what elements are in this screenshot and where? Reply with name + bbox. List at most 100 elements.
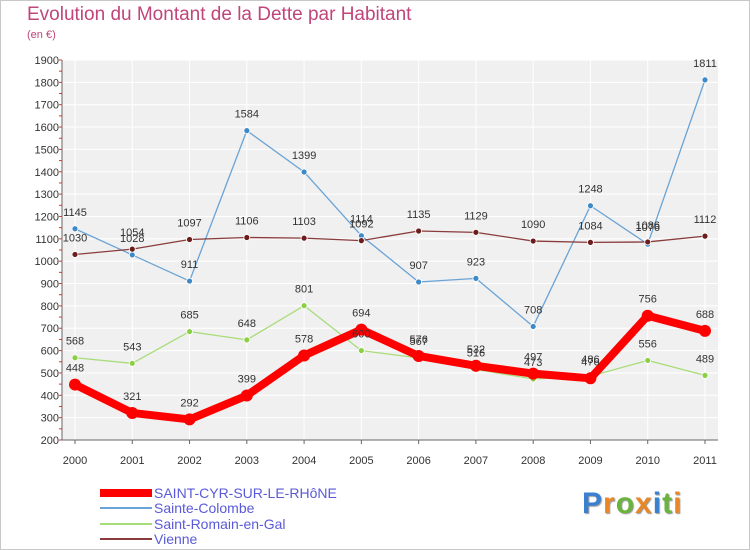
data-label: 1030 xyxy=(63,232,87,244)
y-tick-label: 1100 xyxy=(35,234,59,246)
data-label: 448 xyxy=(66,363,84,375)
data-point xyxy=(701,232,709,240)
chart-subtitle: (en €) xyxy=(27,29,56,41)
data-label: 1399 xyxy=(292,150,316,162)
data-label: 532 xyxy=(467,344,485,356)
data-label: 292 xyxy=(180,397,198,409)
data-point xyxy=(415,227,423,235)
y-tick-label: 1000 xyxy=(35,256,59,268)
data-label: 567 xyxy=(409,336,427,348)
series-line xyxy=(74,230,706,256)
x-tick-label: 2008 xyxy=(521,455,545,467)
data-label: 568 xyxy=(66,336,84,348)
series-line xyxy=(74,79,706,328)
x-tick-label: 2005 xyxy=(349,455,373,467)
x-tick-label: 2002 xyxy=(177,455,201,467)
data-point xyxy=(128,245,136,253)
data-point xyxy=(71,225,79,233)
data-point xyxy=(300,302,308,310)
data-point xyxy=(699,324,711,337)
logo-letter: P xyxy=(582,487,604,520)
data-label: 1129 xyxy=(464,210,488,222)
data-label: 1584 xyxy=(235,109,259,121)
data-point xyxy=(701,76,709,84)
y-tick-label: 500 xyxy=(41,368,59,380)
proxiti-logo: Proxiti xyxy=(582,487,682,521)
data-label: 1145 xyxy=(63,207,87,219)
legend-label: SAINT-CYR-SUR-LE-RHôNE xyxy=(154,484,337,501)
data-label: 911 xyxy=(181,259,199,271)
data-point xyxy=(183,413,196,426)
data-point xyxy=(243,336,251,344)
data-point xyxy=(644,238,652,246)
logo-letter: i xyxy=(652,487,663,520)
data-label: 907 xyxy=(409,260,427,272)
data-point xyxy=(641,309,654,322)
x-tick-label: 2009 xyxy=(578,455,602,467)
y-tick-label: 1800 xyxy=(35,77,59,89)
x-tick-label: 2011 xyxy=(693,455,717,467)
data-point xyxy=(472,274,480,282)
data-label: 923 xyxy=(467,256,485,268)
data-label: 756 xyxy=(639,294,657,306)
x-tick-label: 2003 xyxy=(235,455,259,467)
data-point xyxy=(69,378,81,391)
y-tick-label: 1600 xyxy=(35,122,59,134)
y-tick-label: 600 xyxy=(41,346,59,358)
legend-swatch xyxy=(100,522,152,525)
data-label: 473 xyxy=(524,357,542,369)
data-label: 708 xyxy=(524,304,542,316)
legend-label: Saint-Romain-en-Gal xyxy=(154,515,286,532)
legend-swatch xyxy=(100,507,152,510)
logo-letter: o xyxy=(615,487,636,520)
data-point xyxy=(300,234,308,242)
data-point xyxy=(126,406,139,419)
data-label: 556 xyxy=(639,338,657,350)
data-label: 1811 xyxy=(693,58,717,70)
data-label: 685 xyxy=(180,310,198,322)
data-point xyxy=(243,234,251,241)
data-label: 497 xyxy=(524,352,542,364)
y-tick-label: 200 xyxy=(41,435,59,447)
data-label: 1114 xyxy=(350,214,373,226)
y-tick-label: 400 xyxy=(41,390,59,402)
data-point xyxy=(357,347,365,354)
plot-area xyxy=(62,60,718,440)
data-label: 1135 xyxy=(407,209,431,221)
chart-title: Evolution du Montant de la Dette par Hab… xyxy=(27,4,412,25)
legend-item: Vienne xyxy=(100,531,337,547)
data-label: 321 xyxy=(123,391,141,403)
data-label: 486 xyxy=(581,354,599,366)
data-label: 801 xyxy=(295,284,313,296)
data-point xyxy=(527,367,540,380)
data-label: 1097 xyxy=(177,217,201,229)
x-tick-label: 2001 xyxy=(120,455,144,467)
series-line xyxy=(71,311,709,424)
data-point xyxy=(298,349,311,362)
legend-swatch xyxy=(100,488,152,497)
data-label: 1076 xyxy=(635,222,659,234)
y-tick-label: 800 xyxy=(41,301,59,313)
legend-item: Saint-Romain-en-Gal xyxy=(100,516,337,532)
data-label: 489 xyxy=(696,353,714,365)
data-label: 399 xyxy=(238,374,256,386)
y-tick-label: 900 xyxy=(41,279,59,291)
data-label: 1103 xyxy=(292,216,316,228)
data-point xyxy=(412,349,425,362)
data-point xyxy=(415,278,423,286)
data-point xyxy=(644,357,652,364)
data-point xyxy=(128,359,136,367)
data-label: 1086 xyxy=(635,220,659,232)
logo-letter: i xyxy=(673,487,683,520)
data-point xyxy=(472,228,480,236)
y-tick-label: 1200 xyxy=(35,211,59,223)
legend-item: Sainte-Colombe xyxy=(100,500,337,516)
data-point xyxy=(186,277,193,285)
data-point xyxy=(300,168,308,176)
y-tick-label: 700 xyxy=(41,323,59,335)
data-label: 600 xyxy=(352,329,370,341)
legend-item: SAINT-CYR-SUR-LE-RHôNE xyxy=(100,485,337,501)
data-label: 648 xyxy=(238,318,256,330)
x-tick-label: 2010 xyxy=(635,455,659,467)
